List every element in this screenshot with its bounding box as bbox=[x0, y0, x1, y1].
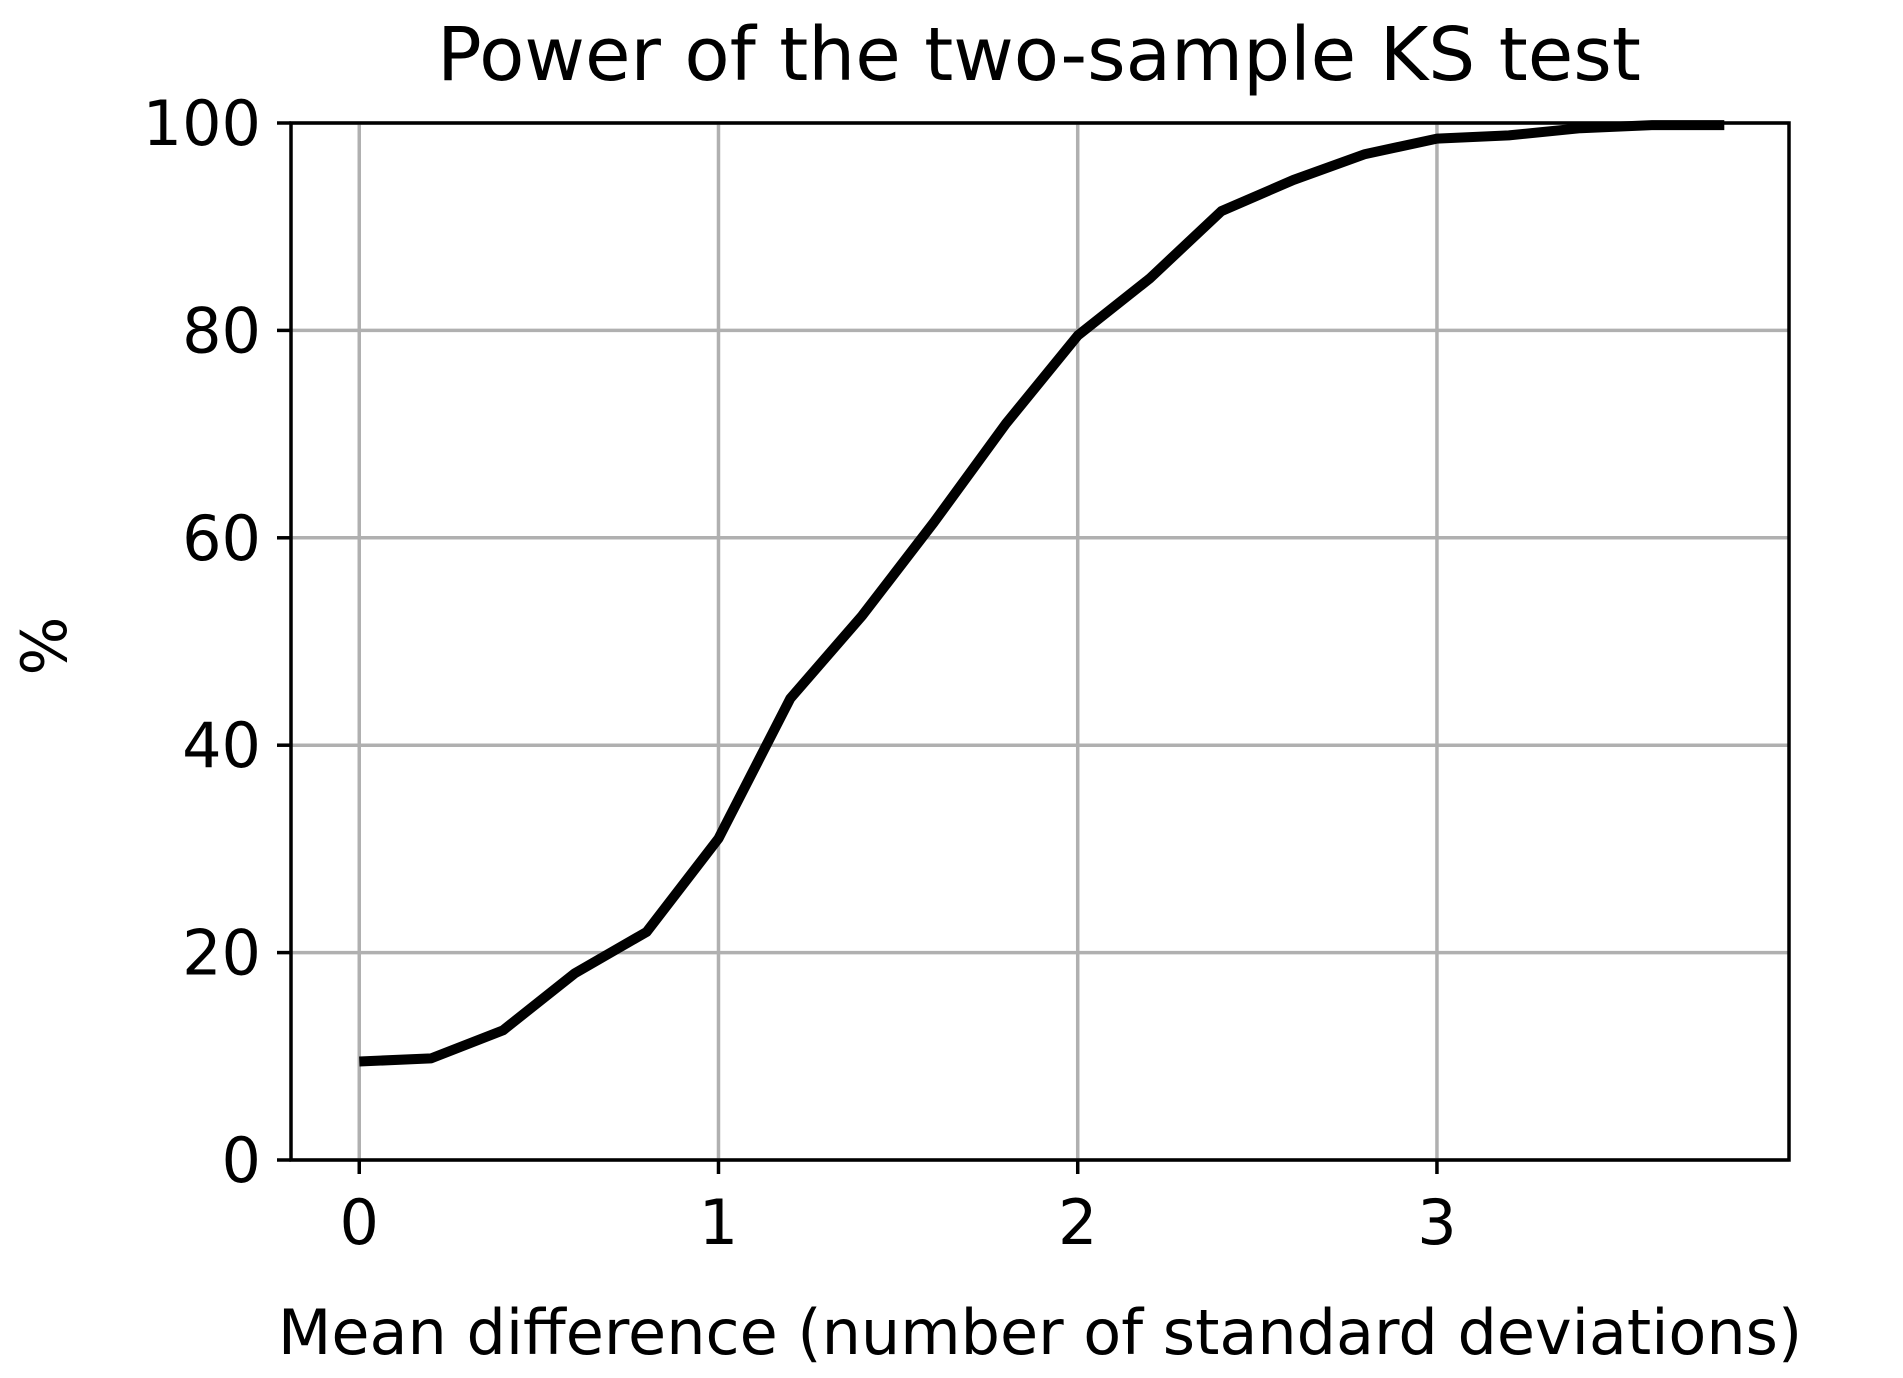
data-line-layer bbox=[359, 120, 1725, 1067]
data-series-line bbox=[359, 120, 1725, 1067]
x-tick-label: 0 bbox=[340, 1186, 379, 1259]
x-axis-title: Mean difference (number of standard devi… bbox=[278, 1296, 1802, 1369]
grid bbox=[291, 121, 1789, 1162]
chart-title: Power of the two-sample KS test bbox=[437, 12, 1641, 98]
y-tick-label: 80 bbox=[182, 294, 261, 367]
y-axis-title: % bbox=[8, 617, 81, 676]
x-tick-label: 3 bbox=[1417, 1186, 1456, 1259]
ticks: 0 1 2 3 0 20 40 60 80 100 bbox=[143, 87, 1457, 1259]
x-tick-label: 2 bbox=[1058, 1186, 1097, 1259]
plot-frame bbox=[289, 121, 1791, 1162]
y-tick-label: 20 bbox=[182, 917, 261, 990]
y-tick-label: 100 bbox=[143, 87, 261, 160]
y-tick-label: 0 bbox=[222, 1124, 261, 1197]
y-tick-label: 60 bbox=[182, 502, 261, 575]
x-tick-label: 1 bbox=[699, 1186, 738, 1259]
y-tick-label: 40 bbox=[182, 709, 261, 782]
